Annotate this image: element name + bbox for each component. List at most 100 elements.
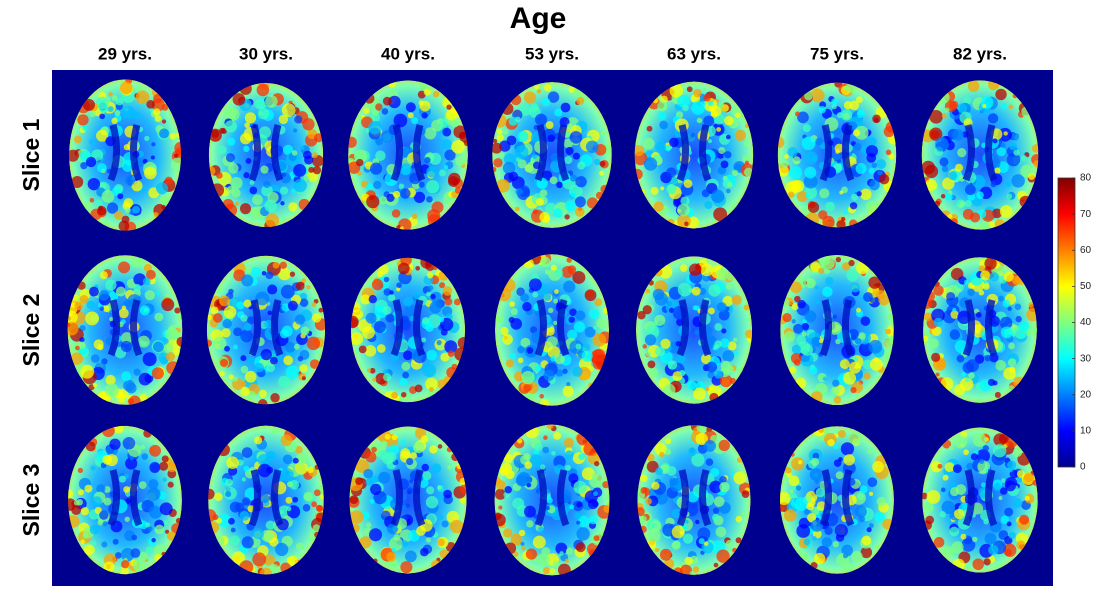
tissue-speckle	[944, 193, 953, 201]
tissue-speckle	[655, 491, 668, 505]
tissue-speckle	[421, 337, 427, 343]
tissue-speckle	[862, 359, 873, 370]
tissue-speckle	[123, 144, 130, 151]
tissue-speckle	[400, 391, 407, 398]
tissue-speckle	[998, 433, 1009, 444]
tissue-speckle	[843, 371, 857, 385]
tissue-speckle	[120, 548, 135, 562]
tissue-speckle	[846, 269, 859, 282]
tissue-speckle	[721, 328, 727, 334]
tissue-speckle	[222, 318, 232, 329]
tissue-speckle	[365, 312, 377, 324]
tissue-speckle	[987, 378, 996, 387]
tissue-speckle	[660, 186, 665, 191]
tissue-speckle	[564, 214, 570, 220]
tissue-speckle	[108, 91, 113, 97]
tissue-speckle	[952, 464, 962, 474]
tissue-speckle	[147, 492, 157, 502]
tissue-speckle	[703, 94, 711, 102]
brain-scan	[348, 80, 468, 230]
tissue-speckle	[161, 119, 167, 124]
tissue-speckle	[655, 547, 660, 553]
tissue-speckle	[503, 153, 516, 165]
tissue-speckle	[700, 353, 712, 365]
tissue-speckle	[963, 449, 969, 456]
tissue-speckle	[729, 377, 736, 384]
tissue-speckle	[492, 142, 503, 154]
tissue-speckle	[944, 462, 955, 473]
tissue-speckle	[677, 282, 692, 297]
tissue-speckle	[396, 282, 402, 288]
tissue-speckle	[259, 493, 270, 504]
tissue-speckle	[868, 276, 881, 289]
tissue-speckle	[650, 522, 657, 529]
tissue-speckle	[301, 278, 307, 283]
tissue-speckle	[644, 334, 657, 346]
tissue-speckle	[145, 522, 151, 528]
tissue-speckle	[147, 526, 153, 532]
tissue-speckle	[254, 436, 263, 445]
tissue-speckle	[206, 339, 212, 347]
tissue-speckle	[785, 467, 792, 474]
tissue-speckle	[650, 186, 659, 195]
tissue-speckle	[868, 167, 875, 174]
tissue-speckle	[95, 199, 103, 207]
tissue-speckle	[240, 355, 247, 362]
tissue-speckle	[951, 541, 964, 554]
tissue-speckle	[719, 475, 727, 484]
tissue-speckle	[834, 524, 848, 538]
tissue-speckle	[566, 382, 571, 387]
tissue-speckle	[988, 544, 999, 556]
tissue-speckle	[364, 345, 377, 357]
tissue-speckle	[1023, 472, 1034, 483]
tissue-speckle	[77, 467, 84, 474]
tissue-speckle	[498, 152, 505, 159]
tissue-speckle	[831, 104, 837, 110]
tissue-speckle	[706, 361, 718, 373]
colorbar-tick-label: 40	[1080, 317, 1092, 328]
tissue-speckle	[362, 326, 375, 339]
tissue-speckle	[515, 187, 523, 196]
tissue-speckle	[876, 496, 887, 507]
tissue-speckle	[213, 313, 223, 323]
tissue-speckle	[119, 81, 133, 95]
tissue-speckle	[264, 319, 273, 329]
tissue-speckle	[581, 350, 593, 362]
tissue-speckle	[118, 308, 129, 319]
tissue-speckle	[713, 207, 728, 222]
tissue-speckle	[552, 560, 560, 568]
tissue-speckle	[421, 112, 428, 119]
tissue-speckle	[812, 452, 820, 460]
tissue-speckle	[133, 112, 141, 120]
tissue-speckle	[658, 111, 667, 121]
tissue-speckle	[378, 264, 389, 275]
tissue-speckle	[529, 454, 543, 468]
tissue-speckle	[542, 567, 550, 575]
tissue-speckle	[413, 441, 425, 454]
tissue-speckle	[257, 463, 272, 478]
tissue-speckle	[372, 377, 377, 382]
tissue-speckle	[278, 114, 289, 125]
tissue-speckle	[593, 535, 600, 542]
tissue-speckle	[105, 374, 116, 385]
tissue-speckle	[144, 135, 150, 142]
tissue-speckle	[567, 265, 577, 275]
tissue-speckle	[372, 180, 382, 190]
tissue-speckle	[564, 464, 572, 471]
tissue-speckle	[405, 102, 416, 113]
tissue-speckle	[667, 360, 678, 370]
tissue-speckle	[221, 328, 231, 338]
tissue-speckle	[113, 425, 124, 434]
tissue-speckle	[724, 115, 734, 126]
tissue-speckle	[538, 526, 544, 533]
tissue-speckle	[553, 298, 559, 304]
tissue-speckle	[701, 189, 710, 198]
tissue-speckle	[161, 204, 166, 210]
tissue-speckle	[391, 547, 397, 553]
tissue-speckle	[285, 365, 300, 380]
tissue-speckle	[1003, 131, 1008, 136]
brain-scan	[350, 257, 466, 403]
colorbar-tick-label: 20	[1080, 389, 1092, 400]
tissue-speckle	[724, 151, 732, 159]
tissue-speckle	[1000, 102, 1007, 110]
